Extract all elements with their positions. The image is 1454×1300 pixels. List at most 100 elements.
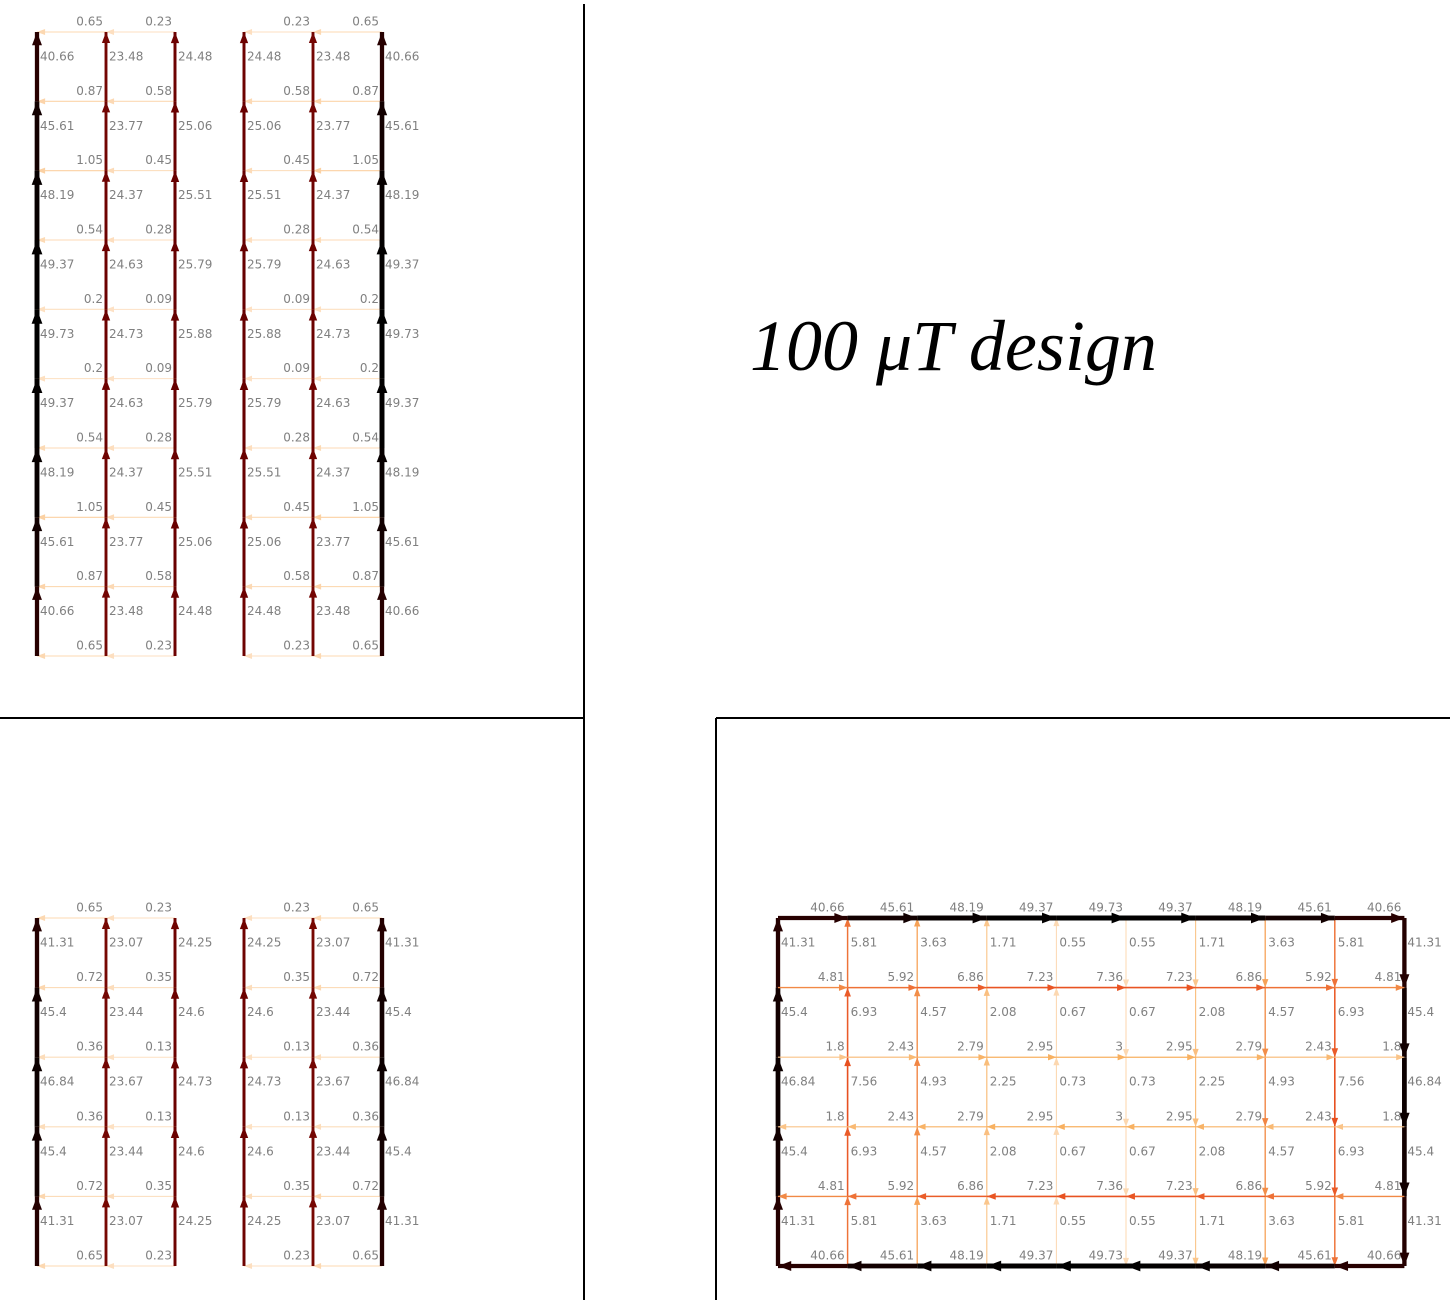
arrowhead <box>1256 1054 1266 1061</box>
value-label: 2.43 <box>1305 1040 1332 1054</box>
value-label: 6.86 <box>957 1179 984 1193</box>
value-label: 25.79 <box>178 257 212 271</box>
value-label: 0.54 <box>76 222 103 236</box>
value-label: 25.51 <box>178 188 212 202</box>
arrowhead <box>106 444 115 451</box>
value-label: 2.43 <box>887 1040 914 1054</box>
value-label: 24.25 <box>247 936 281 950</box>
value-label: 1.71 <box>990 936 1017 950</box>
value-label: 0.28 <box>145 222 172 236</box>
arrowhead <box>313 1054 322 1061</box>
arrowhead <box>106 306 115 313</box>
arrowhead <box>170 239 180 252</box>
arrowhead <box>101 170 111 182</box>
value-label: 0.58 <box>145 84 172 98</box>
arrowhead <box>1331 978 1339 988</box>
value-label: 0.09 <box>145 361 172 375</box>
arrowhead <box>913 1126 921 1136</box>
arrowhead <box>1053 1057 1060 1066</box>
value-label: 45.4 <box>385 1144 412 1158</box>
arrowhead <box>914 918 921 927</box>
arrowhead <box>308 1057 318 1069</box>
arrowhead <box>31 101 43 116</box>
arrowhead <box>1126 1260 1141 1272</box>
arrowhead <box>376 378 388 394</box>
value-label: 23.44 <box>109 1005 143 1019</box>
arrowhead <box>773 918 783 932</box>
arrowhead <box>308 378 318 390</box>
value-label: 5.92 <box>887 1179 914 1193</box>
value-label: 3 <box>1115 1040 1123 1054</box>
value-label: 24.37 <box>109 188 143 202</box>
arrowhead <box>239 447 249 460</box>
arrowhead <box>101 1196 111 1208</box>
value-label: 25.06 <box>247 535 281 549</box>
arrowhead <box>101 378 111 390</box>
value-label: 2.08 <box>990 1144 1017 1158</box>
value-label: 0.55 <box>1129 936 1156 950</box>
value-label: 40.66 <box>1367 1249 1401 1263</box>
arrowhead <box>101 447 111 460</box>
arrowhead <box>1399 1112 1410 1127</box>
arrowhead <box>37 1193 46 1200</box>
arrowhead <box>239 378 249 390</box>
value-label: 0.73 <box>1059 1075 1086 1089</box>
arrowhead <box>1265 1123 1274 1130</box>
arrowhead <box>308 517 318 529</box>
value-label: 40.66 <box>385 50 419 64</box>
arrowhead <box>170 1196 180 1208</box>
value-label: 25.06 <box>178 119 212 133</box>
value-label: 24.73 <box>109 327 143 341</box>
arrowhead <box>1192 1048 1199 1058</box>
value-label: 0.55 <box>1129 1214 1156 1228</box>
arrowhead <box>170 517 180 529</box>
arrowhead <box>239 309 249 321</box>
value-label: 49.73 <box>1089 1249 1123 1263</box>
arrowhead <box>31 170 43 185</box>
arrowhead <box>986 1193 996 1200</box>
arrowhead <box>1126 1123 1135 1130</box>
value-label: 41.31 <box>385 1214 419 1228</box>
arrowhead <box>37 306 46 313</box>
arrowhead <box>773 1196 783 1210</box>
arrowhead <box>37 375 46 382</box>
arrowhead <box>1331 1048 1339 1058</box>
value-label: 0.35 <box>145 970 172 984</box>
arrowhead <box>917 1193 927 1200</box>
value-label: 0.09 <box>283 361 310 375</box>
value-label: 0.65 <box>352 901 379 915</box>
arrowhead <box>983 1196 990 1205</box>
value-label: 45.4 <box>1407 1144 1434 1158</box>
value-label: 48.19 <box>949 901 983 915</box>
value-label: 1.05 <box>76 500 103 514</box>
value-label: 23.44 <box>316 1144 350 1158</box>
arrowhead <box>1334 1261 1349 1271</box>
value-label: 0.72 <box>352 1179 379 1193</box>
arrowhead <box>1334 1193 1344 1200</box>
arrowhead <box>1181 912 1196 924</box>
arrowhead <box>308 239 318 252</box>
value-label: 49.37 <box>385 396 419 410</box>
arrowhead <box>917 1123 926 1130</box>
arrowhead <box>313 375 322 382</box>
value-label: 0.35 <box>283 970 310 984</box>
arrowhead <box>1195 1123 1204 1130</box>
arrowhead <box>313 514 322 521</box>
arrowhead <box>313 652 322 660</box>
arrowhead <box>313 28 322 36</box>
arrowhead <box>31 378 43 394</box>
value-label: 2.79 <box>957 1109 984 1123</box>
arrowhead <box>1195 1193 1205 1200</box>
value-label: 3.63 <box>1268 936 1295 950</box>
arrowhead <box>1187 1054 1196 1061</box>
value-label: 48.19 <box>385 188 419 202</box>
value-label: 0.2 <box>360 292 379 306</box>
arrowhead <box>772 987 784 1002</box>
arrowhead <box>376 1057 388 1072</box>
value-label: 3.63 <box>920 936 947 950</box>
arrowhead <box>170 987 180 999</box>
value-label: 7.23 <box>1166 970 1193 984</box>
arrowhead <box>1261 1048 1269 1058</box>
arrowhead <box>844 918 851 927</box>
arrowhead <box>376 447 388 463</box>
